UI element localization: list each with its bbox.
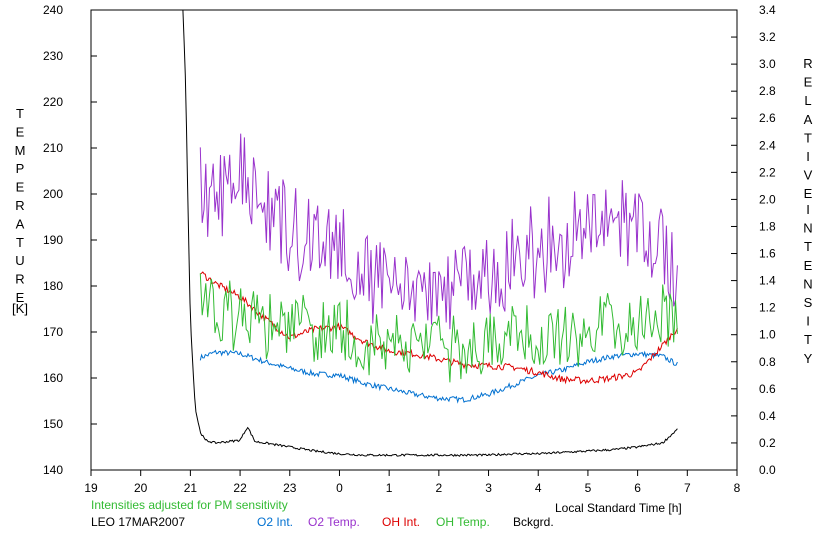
right-axis-letter: N: [803, 276, 812, 291]
left-tick-label: 140: [43, 463, 63, 477]
left-tick-label: 190: [43, 233, 63, 247]
right-axis-letter: T: [804, 332, 812, 347]
right-tick-label: 1.6: [759, 247, 776, 261]
left-axis-letter: R: [15, 198, 24, 213]
x-tick-label: 0: [336, 481, 343, 495]
right-axis-letter: Y: [804, 351, 813, 366]
legend-oh-int: OH Int.: [382, 515, 421, 529]
x-tick-label: 2: [436, 481, 443, 495]
right-tick-label: 0.6: [759, 382, 776, 396]
right-tick-label: 0.4: [759, 409, 776, 423]
left-tick-label: 220: [43, 95, 63, 109]
x-tick-label: 4: [535, 481, 542, 495]
x-tick-label: 23: [283, 481, 297, 495]
left-axis-unit: [K]: [12, 301, 28, 316]
plot-area: [90, 9, 738, 471]
right-axis-letter: E: [804, 258, 813, 273]
right-tick-label: 3.4: [759, 3, 776, 17]
left-axis-letter: E: [16, 290, 25, 305]
right-axis-letter: T: [804, 239, 812, 254]
right-tick-label: 2.4: [759, 138, 776, 152]
left-axis-letter: E: [16, 180, 25, 195]
left-axis-letter: A: [16, 216, 25, 231]
right-axis-letter: R: [803, 56, 812, 71]
left-axis-letter: U: [15, 253, 24, 268]
right-tick-label: 1.4: [759, 274, 776, 288]
x-tick-label: 7: [684, 481, 691, 495]
legend-oh-temp: OH Temp.: [436, 515, 490, 529]
x-tick-label: 21: [184, 481, 198, 495]
x-tick-label: 3: [485, 481, 492, 495]
right-tick-label: 0.0: [759, 463, 776, 477]
left-axis-letter: E: [16, 124, 25, 139]
left-tick-label: 170: [43, 325, 63, 339]
left-tick-label: 240: [43, 3, 63, 17]
left-tick-label: 180: [43, 279, 63, 293]
left-tick-label: 200: [43, 187, 63, 201]
right-axis-letter: E: [804, 75, 813, 90]
x-axis-label: Local Standard Time [h]: [555, 501, 682, 515]
x-tick-label: 6: [634, 481, 641, 495]
left-axis-letter: R: [15, 272, 24, 287]
right-tick-label: 1.8: [759, 219, 776, 233]
right-axis-letter: V: [804, 168, 813, 183]
left-tick-label: 160: [43, 371, 63, 385]
left-axis-letter: T: [16, 235, 24, 250]
station-label: LEO 17MAR2007: [91, 515, 186, 529]
series-line-o2-int: [199, 349, 678, 404]
series-line-bckgrd: [182, 9, 678, 457]
x-tick-label: 20: [134, 481, 148, 495]
right-axis-letter: L: [804, 93, 811, 108]
right-tick-label: 2.2: [759, 165, 776, 179]
right-axis-letter: N: [803, 221, 812, 236]
left-axis-letter: M: [15, 143, 26, 158]
right-tick-label: 2.0: [759, 192, 776, 206]
x-tick-label: 19: [84, 481, 98, 495]
right-axis-letter: I: [806, 202, 810, 217]
right-tick-label: 1.0: [759, 328, 776, 342]
right-tick-label: 3.0: [759, 57, 776, 71]
right-axis-letter: E: [804, 186, 813, 201]
right-tick-label: 2.8: [759, 84, 776, 98]
left-axis-letter: P: [16, 161, 25, 176]
series-line-oh-temp: [199, 273, 678, 383]
x-tick-label: 8: [734, 481, 741, 495]
right-axis-letter: I: [806, 149, 810, 164]
x-tick-label: 22: [233, 481, 247, 495]
x-tick-label: 1: [386, 481, 393, 495]
legend-o2-temp: O2 Temp.: [308, 515, 360, 529]
right-tick-label: 1.2: [759, 301, 776, 315]
right-axis-letter: T: [804, 130, 812, 145]
legend-o2-int: O2 Int.: [257, 515, 294, 529]
right-tick-label: 0.8: [759, 355, 776, 369]
left-axis-letter: T: [16, 106, 24, 121]
left-tick-label: 150: [43, 417, 63, 431]
left-tick-label: 230: [43, 49, 63, 63]
x-tick-label: 5: [585, 481, 592, 495]
right-axis-letter: A: [804, 112, 813, 127]
right-axis-letter: I: [806, 314, 810, 329]
legend-bckgrd: Bckgrd.: [513, 515, 554, 529]
right-tick-label: 2.6: [759, 111, 776, 125]
series-line-o2-temp: [199, 133, 678, 330]
right-tick-label: 3.2: [759, 30, 776, 44]
right-axis-letter: S: [804, 295, 813, 310]
left-tick-label: 210: [43, 141, 63, 155]
note-label: Intensities adjusted for PM sensitivity: [91, 498, 288, 512]
right-tick-label: 0.2: [759, 436, 776, 450]
